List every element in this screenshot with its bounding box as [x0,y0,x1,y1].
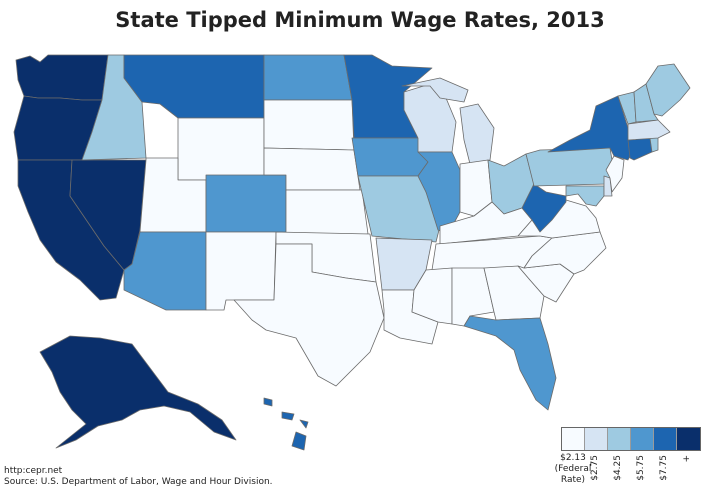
state-ME[interactable] [645,63,691,117]
legend-swatch [585,428,608,450]
state-TX[interactable] [233,243,385,387]
state-WY[interactable] [177,117,265,181]
legend-label: $4.25 [613,455,623,481]
state-MI[interactable] [401,77,495,165]
state-NC[interactable] [523,231,607,275]
legend-swatch [562,428,585,450]
legend-swatch [608,428,631,450]
state-HI[interactable] [263,397,309,451]
footer: http:cepr.net Source: U.S. Department of… [4,466,273,488]
state-DE[interactable] [603,175,613,197]
state-SD[interactable] [263,99,355,151]
state-ND[interactable] [263,54,353,101]
legend-swatch [677,428,700,450]
state-CT[interactable] [627,137,653,161]
state-KS[interactable] [285,189,369,235]
state-WA[interactable] [15,54,109,101]
state-NJ[interactable] [605,155,625,193]
state-FL[interactable] [463,315,557,411]
footer-source: Source: U.S. Department of Labor, Wage a… [4,477,273,487]
state-NH[interactable] [633,83,659,123]
legend-swatch [654,428,677,450]
state-MA[interactable] [627,119,671,141]
legend-label: + [682,455,692,463]
state-CO[interactable] [205,174,287,233]
legend-labels: $2.75 $4.25 $5.75 $7.75 + $2.13 (Federal Rate) [555,451,701,491]
state-AK[interactable] [39,335,237,449]
state-NM[interactable] [205,231,277,311]
state-PA[interactable] [525,147,615,187]
state-WV[interactable] [521,183,567,233]
footer-url: http:cepr.net [4,466,63,476]
legend-label: $7.75 [659,455,669,481]
legend: $2.75 $4.25 $5.75 $7.75 + $2.13 (Federal Rate) [555,427,701,491]
legend-federal-label: $2.13 (Federal Rate) [554,453,592,485]
page-title: State Tipped Minimum Wage Rates, 2013 [115,8,605,32]
state-MT[interactable] [123,54,265,119]
legend-label: $5.75 [636,455,646,481]
legend-swatch [631,428,654,450]
legend-swatches [561,427,701,451]
state-IA[interactable] [351,137,429,177]
